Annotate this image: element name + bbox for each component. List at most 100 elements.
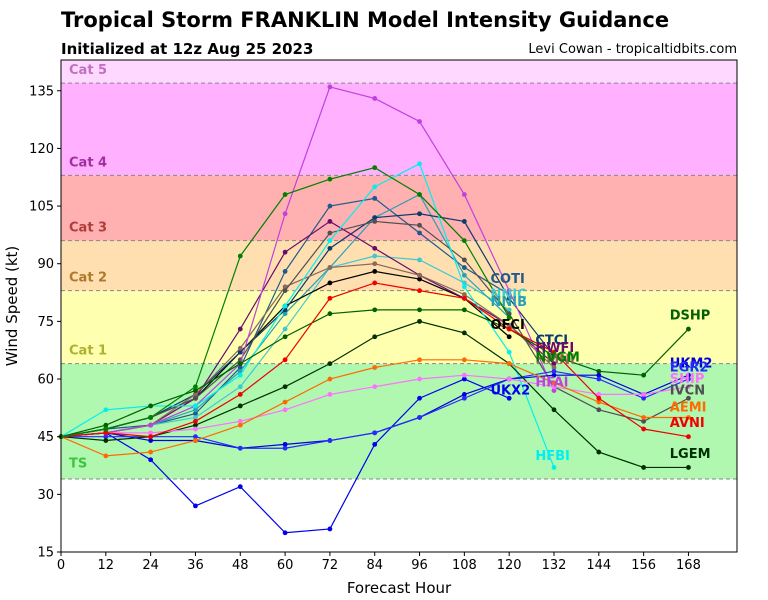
series-point-nnic: [282, 326, 288, 332]
series-point-aemi: [417, 357, 422, 363]
series-point-egr2: [641, 395, 647, 401]
series-point-ofcl: [327, 280, 333, 286]
y-tick-label: 60: [37, 373, 54, 388]
model-series: [58, 84, 691, 536]
series-point-lgem: [686, 465, 691, 470]
model-label-ukx2: UKX2: [491, 383, 531, 398]
series-point-coti: [282, 269, 288, 274]
model-label-hfai: HFAI: [535, 376, 568, 391]
series-point-hfai: [148, 422, 154, 428]
model-label-ofci: OFCI: [491, 318, 525, 333]
series-point-ctci: [237, 349, 243, 355]
series-point-ctci: [461, 219, 467, 224]
series-point-ukx2: [282, 530, 288, 536]
series-point-ship: [237, 418, 243, 424]
model-label-ctci: CTCI: [535, 333, 568, 348]
series-point-dshp: [372, 307, 378, 313]
series-point-hfai: [282, 211, 288, 217]
series-point-dshp: [417, 307, 422, 313]
y-axis-label: Wind Speed (kt): [3, 246, 21, 367]
model-label-coti: COTI: [491, 272, 525, 287]
series-point-avni: [327, 295, 333, 301]
series-point-nnib: [193, 407, 198, 413]
series-point-hwfi: [372, 245, 378, 251]
model-label-ukm2: UKM2: [670, 357, 713, 372]
series-point-dshp: [237, 361, 243, 367]
series-point-ship: [193, 426, 198, 432]
category-band-cat-1: [61, 290, 737, 364]
category-band-cat-5: [61, 60, 737, 84]
series-point-nnic: [372, 253, 378, 259]
series-point-ukx2: [461, 376, 467, 382]
series-point-ivcn: [193, 395, 198, 401]
series-point-hfai: [551, 388, 557, 393]
series-point-dshp: [686, 326, 691, 332]
category-label: Cat 1: [69, 344, 107, 359]
series-point-hwfi: [237, 326, 243, 332]
series-point-ivcn: [686, 395, 691, 401]
series-point-ctci: [506, 295, 512, 301]
series-point-hmni: [417, 272, 422, 278]
series-point-ivcn: [596, 407, 602, 413]
series-point-lgem: [461, 330, 467, 336]
model-label-lgem: LGEM: [670, 447, 711, 462]
series-point-aemi: [551, 380, 557, 386]
series-point-avni: [193, 418, 198, 424]
model-label-ship: SHIP: [670, 372, 705, 387]
model-label-nnib: NNIB: [491, 295, 528, 310]
series-point-ship: [506, 376, 512, 382]
series-point-ivcn: [282, 288, 288, 294]
x-axis-label: Forecast Hour: [347, 579, 452, 597]
series-point-egr2: [193, 434, 198, 440]
series-point-ivcn: [417, 222, 422, 228]
y-tick-label: 105: [29, 200, 54, 215]
series-point-nnic: [417, 257, 422, 263]
series-point-hmni: [237, 345, 243, 351]
series-point-egr2: [551, 368, 557, 374]
x-tick-label: 108: [452, 558, 477, 573]
series-point-nvg2: [327, 176, 333, 182]
series-point-hwfi: [327, 219, 333, 224]
series-point-hfbi: [417, 161, 422, 167]
series-point-nvg2: [237, 253, 243, 259]
series-point-hfai: [327, 84, 333, 90]
plot-frame: [60, 59, 738, 553]
category-label: TS: [69, 456, 87, 471]
x-tick-label: 120: [497, 558, 522, 573]
series-point-ship: [596, 392, 602, 397]
series-point-dshp: [551, 353, 557, 359]
y-tick-label: 75: [37, 315, 54, 330]
series-point-ctci: [417, 211, 422, 217]
series-point-lgem: [372, 334, 378, 340]
series-point-hfai: [372, 96, 378, 101]
series-point-lgem: [282, 384, 288, 390]
series-point-ship: [551, 384, 557, 390]
series-point-dshp: [103, 422, 109, 428]
x-tick-label: 36: [187, 558, 204, 573]
series-point-ukm2: [461, 392, 467, 397]
series-point-coti: [417, 230, 422, 236]
series-point-hmni: [461, 292, 467, 297]
series-point-hmni: [327, 265, 333, 270]
series-point-ship: [641, 392, 647, 397]
series-point-ukm2: [282, 441, 288, 447]
series-point-aemi: [372, 365, 378, 370]
x-tick-label: 60: [277, 558, 294, 573]
series-point-lgem: [417, 318, 422, 324]
series-point-ship: [327, 392, 333, 397]
y-tick-label: 15: [37, 546, 54, 561]
model-label-hmni: HMNI: [535, 353, 575, 368]
x-tick-label: 84: [366, 558, 383, 573]
series-point-avni: [148, 434, 154, 440]
series-point-avni: [103, 430, 109, 436]
series-point-egr2: [282, 445, 288, 451]
series-point-nnib: [282, 311, 288, 317]
x-tick-label: 156: [631, 558, 656, 573]
series-point-ukx2: [417, 395, 422, 401]
series-point-egr2: [461, 395, 467, 401]
x-tick-label: 168: [676, 558, 701, 573]
series-point-ship: [417, 376, 422, 382]
series-point-ctci: [372, 215, 378, 220]
series-point-coti: [327, 203, 333, 209]
